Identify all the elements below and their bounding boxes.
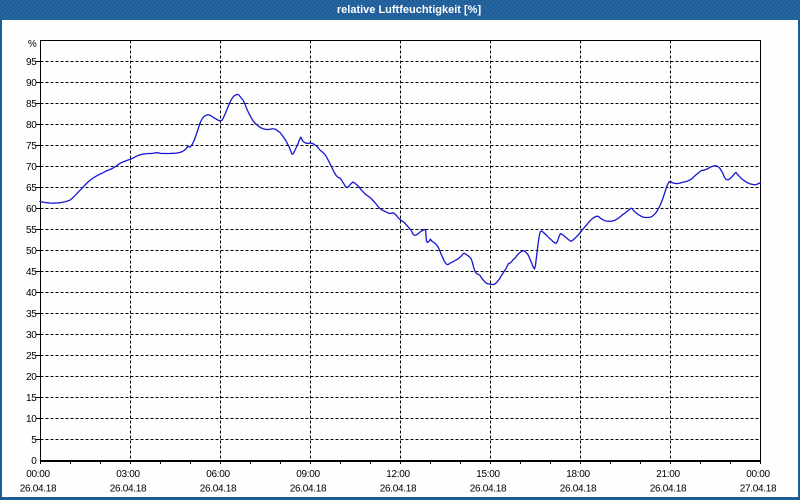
svg-text:00:00: 00:00	[26, 469, 50, 480]
svg-text:10: 10	[26, 414, 37, 425]
svg-text:70: 70	[26, 162, 37, 173]
svg-text:20: 20	[26, 372, 37, 383]
svg-text:18:00: 18:00	[566, 469, 590, 480]
svg-text:06:00: 06:00	[206, 469, 230, 480]
svg-text:90: 90	[26, 78, 37, 89]
svg-text:50: 50	[26, 246, 37, 257]
svg-text:26.04.18: 26.04.18	[470, 484, 507, 495]
svg-text:25: 25	[26, 351, 37, 362]
svg-text:26.04.18: 26.04.18	[290, 484, 327, 495]
svg-text:12:00: 12:00	[386, 469, 410, 480]
svg-text:%: %	[28, 39, 37, 50]
svg-text:26.04.18: 26.04.18	[20, 484, 57, 495]
svg-text:80: 80	[26, 120, 37, 131]
svg-text:15:00: 15:00	[476, 469, 500, 480]
svg-text:60: 60	[26, 204, 37, 215]
svg-text:5: 5	[31, 435, 37, 446]
svg-text:09:00: 09:00	[296, 469, 320, 480]
svg-text:95: 95	[26, 57, 37, 68]
svg-text:26.04.18: 26.04.18	[200, 484, 237, 495]
svg-text:55: 55	[26, 225, 37, 236]
svg-text:40: 40	[26, 288, 37, 299]
svg-text:15: 15	[26, 393, 37, 404]
svg-text:03:00: 03:00	[116, 469, 140, 480]
svg-text:65: 65	[26, 183, 37, 194]
svg-text:30: 30	[26, 330, 37, 341]
svg-text:27.04.18: 27.04.18	[740, 484, 777, 495]
svg-text:45: 45	[26, 267, 37, 278]
svg-text:21:00: 21:00	[656, 469, 680, 480]
svg-text:00:00: 00:00	[746, 469, 770, 480]
svg-text:0: 0	[31, 456, 37, 467]
svg-text:35: 35	[26, 309, 37, 320]
svg-text:26.04.18: 26.04.18	[650, 484, 687, 495]
svg-text:26.04.18: 26.04.18	[560, 484, 597, 495]
svg-text:85: 85	[26, 99, 37, 110]
svg-text:26.04.18: 26.04.18	[380, 484, 417, 495]
svg-text:26.04.18: 26.04.18	[110, 484, 147, 495]
svg-text:75: 75	[26, 141, 37, 152]
